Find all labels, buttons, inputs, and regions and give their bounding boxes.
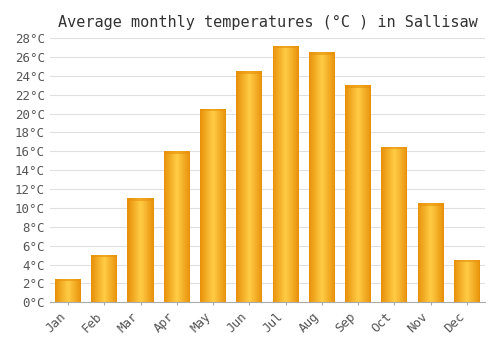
- Bar: [152, 198, 154, 302]
- Bar: [309, 52, 310, 302]
- Bar: [200, 109, 201, 302]
- Bar: [309, 52, 335, 55]
- Bar: [418, 203, 444, 205]
- Bar: [454, 260, 480, 262]
- Bar: [454, 260, 455, 302]
- Bar: [128, 198, 154, 201]
- Bar: [189, 151, 190, 302]
- Bar: [345, 85, 346, 302]
- Bar: [272, 46, 274, 302]
- Bar: [442, 203, 444, 302]
- Bar: [370, 85, 371, 302]
- Bar: [200, 109, 226, 111]
- Bar: [345, 85, 371, 88]
- Bar: [55, 279, 56, 302]
- Bar: [479, 260, 480, 302]
- Bar: [334, 52, 335, 302]
- Bar: [164, 151, 190, 154]
- Bar: [91, 255, 92, 302]
- Bar: [80, 279, 81, 302]
- Bar: [164, 151, 165, 302]
- Bar: [91, 255, 118, 258]
- Bar: [236, 71, 262, 74]
- Bar: [406, 147, 408, 302]
- Bar: [382, 147, 407, 149]
- Bar: [55, 279, 81, 281]
- Bar: [272, 46, 298, 48]
- Bar: [236, 71, 238, 302]
- Title: Average monthly temperatures (°C ) in Sallisaw: Average monthly temperatures (°C ) in Sa…: [58, 15, 478, 30]
- Bar: [116, 255, 117, 302]
- Bar: [225, 109, 226, 302]
